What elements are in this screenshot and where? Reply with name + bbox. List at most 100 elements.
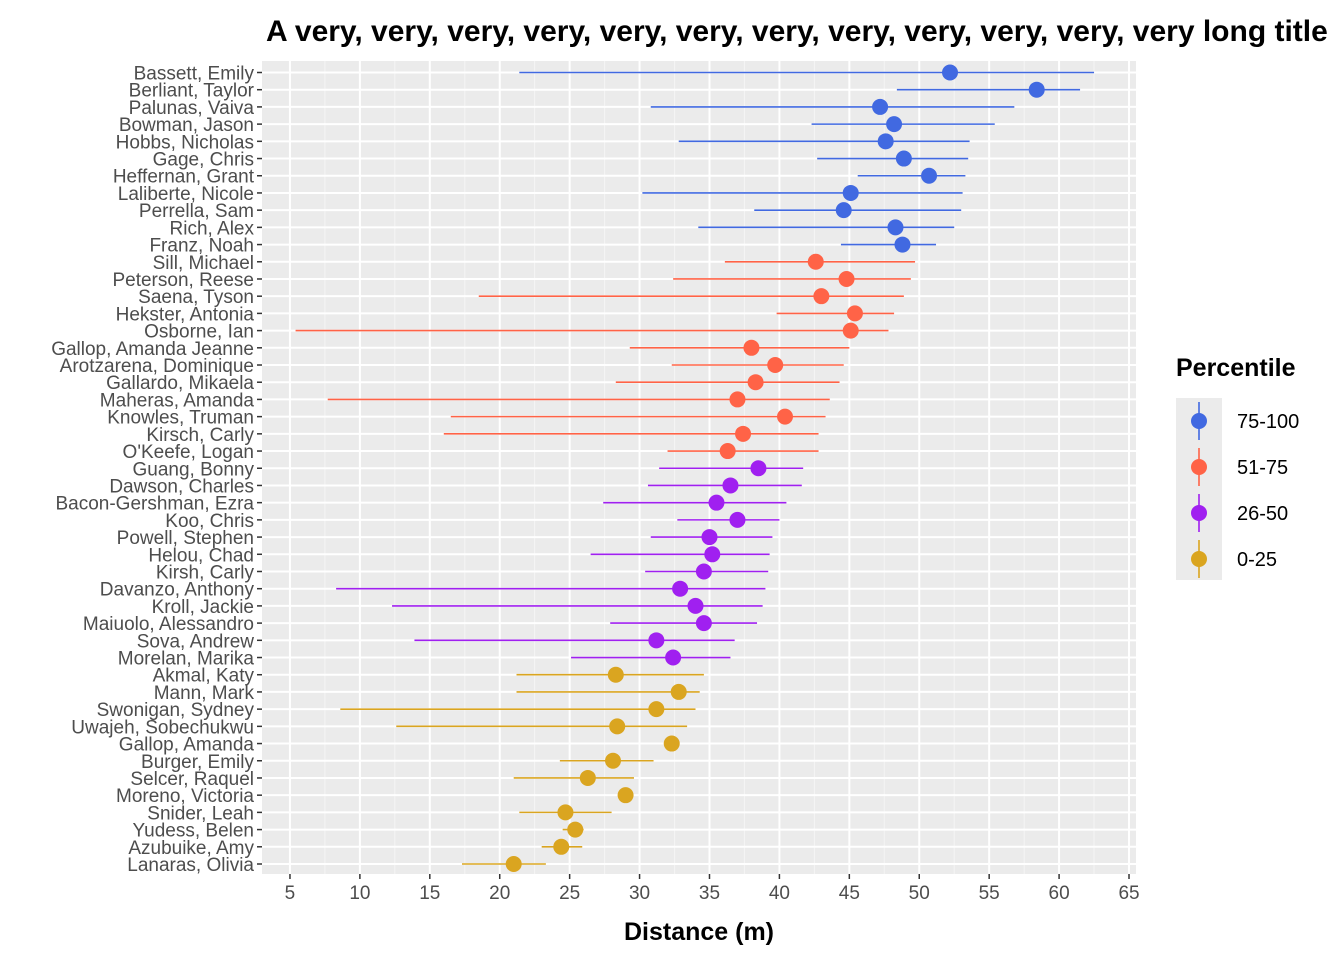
- x-tick-label: 20: [489, 883, 510, 904]
- data-point: [838, 270, 855, 287]
- y-tick-label: Hekster, Antonia: [116, 304, 255, 325]
- y-tick-label: Uwajeh, Sobechukwu: [71, 717, 254, 738]
- x-tick-label: 65: [1118, 883, 1139, 904]
- y-tick-label: Guang, Bonny: [133, 459, 255, 480]
- y-tick-label: Osborne, Ian: [144, 322, 254, 343]
- y-tick-label: Gallop, Amanda: [119, 735, 255, 756]
- data-point: [886, 116, 903, 133]
- data-point: [617, 787, 634, 804]
- data-point: [607, 666, 624, 683]
- data-point: [604, 752, 621, 769]
- y-tick-label: Koo, Chris: [165, 511, 254, 532]
- data-point: [842, 184, 859, 201]
- legend: Percentile 75-100 51-75 26-50 0-25: [1176, 354, 1299, 580]
- data-point: [777, 408, 794, 425]
- x-tick-label: 40: [769, 883, 790, 904]
- data-point: [609, 718, 626, 735]
- x-tick-label: 55: [979, 883, 1000, 904]
- data-point: [729, 511, 746, 528]
- y-tick-label: Maheras, Amanda: [100, 390, 255, 411]
- data-point: [813, 288, 830, 305]
- y-tick-label: O'Keefe, Logan: [123, 442, 254, 463]
- y-tick-label: Bassett, Emily: [134, 64, 255, 85]
- y-tick-label: Snider, Leah: [147, 803, 254, 824]
- legend-label: 51-75: [1237, 457, 1288, 479]
- x-tick-label: 60: [1049, 883, 1070, 904]
- y-tick-label: Davanzo, Anthony: [100, 580, 255, 601]
- data-point: [722, 477, 739, 494]
- x-tick-label: 5: [285, 883, 296, 904]
- data-points: [505, 64, 1045, 872]
- y-tick-label: Akmal, Katy: [153, 666, 255, 687]
- data-point: [695, 615, 712, 632]
- y-tick-label: Yudess, Belen: [133, 821, 254, 842]
- y-tick-label: Gallardo, Mikaela: [106, 373, 254, 394]
- y-tick-label: Dawson, Charles: [109, 476, 254, 497]
- data-point: [701, 529, 718, 546]
- data-point: [505, 856, 522, 872]
- data-point: [887, 219, 904, 236]
- legend-entries: 75-100 51-75 26-50 0-25: [1191, 402, 1299, 578]
- x-tick-label: 30: [629, 883, 650, 904]
- legend-key-point: [1191, 551, 1207, 567]
- y-tick-label: Arotzarena, Dominique: [60, 356, 254, 377]
- data-point: [767, 357, 784, 374]
- legend-label: 0-25: [1237, 549, 1277, 571]
- data-point: [872, 98, 889, 115]
- x-tick-label: 45: [839, 883, 860, 904]
- grid-lines: [262, 61, 1136, 874]
- y-tick-label: Franz, Noah: [149, 236, 254, 257]
- data-point: [567, 821, 584, 838]
- y-tick-label: Bacon-Gershman, Ezra: [55, 494, 254, 515]
- data-point: [665, 649, 682, 666]
- x-tick-label: 25: [559, 883, 580, 904]
- data-point: [557, 804, 574, 821]
- data-point: [672, 580, 689, 597]
- data-point: [735, 425, 752, 442]
- y-tick-label: Mann, Mark: [154, 683, 255, 704]
- y-tick-label: Kroll, Jackie: [152, 597, 254, 618]
- data-point: [894, 236, 911, 253]
- y-tick-label: Rich, Alex: [170, 218, 255, 239]
- data-point: [807, 253, 824, 270]
- y-tick-label: Burger, Emily: [141, 752, 254, 773]
- data-point: [663, 735, 680, 752]
- y-tick-label: Gage, Chris: [153, 150, 254, 171]
- y-tick-label: Gallop, Amanda Jeanne: [51, 339, 254, 360]
- data-point: [747, 374, 764, 391]
- y-tick-label: Palunas, Vaiva: [129, 98, 255, 119]
- data-point: [708, 494, 725, 511]
- data-point: [553, 838, 570, 855]
- x-axis-title: Distance (m): [624, 918, 774, 946]
- data-point: [695, 563, 712, 580]
- data-point: [842, 322, 859, 339]
- legend-label: 26-50: [1237, 503, 1288, 525]
- data-point: [750, 460, 767, 477]
- legend-key-point: [1191, 459, 1207, 475]
- data-point: [877, 133, 894, 150]
- legend-key-point: [1191, 413, 1207, 429]
- y-tick-label: Knowles, Truman: [107, 408, 254, 429]
- y-tick-label: Azubuike, Amy: [128, 838, 254, 859]
- data-point: [648, 701, 665, 718]
- data-point: [670, 683, 687, 700]
- data-point: [579, 769, 596, 786]
- y-tick-label: Perrella, Sam: [139, 201, 254, 222]
- y-tick-label: Moreno, Victoria: [116, 786, 254, 807]
- x-axis-ticks: 5 10 15 20 25 30 35 40 45 50 55 60 65: [285, 874, 1140, 904]
- legend-title: Percentile: [1176, 354, 1296, 382]
- x-tick-label: 35: [699, 883, 720, 904]
- y-tick-label: Kirsch, Carly: [146, 425, 254, 446]
- y-tick-label: Bowman, Jason: [119, 115, 254, 136]
- y-tick-label: Sill, Michael: [153, 253, 254, 274]
- chart-title: A very, very, very, very, very, very, ve…: [266, 15, 1328, 48]
- data-point: [704, 546, 721, 563]
- y-tick-label: Helou, Chad: [148, 545, 254, 566]
- y-tick-label: Lanaras, Olivia: [127, 855, 254, 876]
- y-tick-label: Laliberte, Nicole: [118, 184, 254, 205]
- y-tick-label: Maiuolo, Alessandro: [83, 614, 254, 635]
- data-point: [729, 391, 746, 408]
- data-point: [895, 150, 912, 167]
